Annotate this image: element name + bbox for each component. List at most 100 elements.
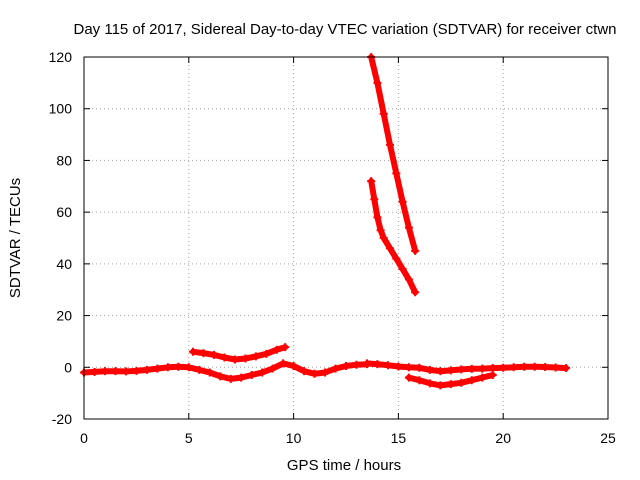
data-point [367, 177, 376, 186]
series-track-a-baseline [80, 359, 371, 383]
x-tick-label: 15 [391, 430, 407, 446]
data-point [386, 140, 395, 149]
x-tick-label: 25 [600, 430, 616, 446]
data-point [509, 363, 518, 372]
data-point [209, 350, 218, 359]
data-point [404, 373, 413, 382]
data-point [153, 364, 162, 373]
data-point [379, 234, 388, 242]
data-point [425, 379, 434, 388]
series-band [81, 360, 370, 382]
data-point [300, 367, 309, 376]
y-tick-label: 40 [56, 256, 72, 272]
data-point [251, 352, 260, 361]
data-point [262, 349, 271, 358]
data-point [279, 359, 288, 368]
data-point [478, 373, 487, 382]
data-point [342, 361, 350, 370]
data-point [379, 109, 388, 118]
x-tick-label: 20 [495, 430, 511, 446]
data-point [478, 364, 487, 373]
data-point [394, 362, 403, 371]
data-point [392, 169, 401, 178]
data-point [199, 349, 208, 358]
data-point [132, 366, 141, 375]
data-point [321, 368, 330, 377]
data-point [425, 365, 434, 374]
data-point [188, 347, 197, 356]
data-point [370, 195, 379, 204]
data-point [467, 364, 476, 373]
series-track-e-after [362, 359, 571, 376]
data-point [310, 369, 319, 378]
y-tick-label: 120 [49, 49, 73, 65]
x-tick-label: 10 [286, 430, 302, 446]
data-point [362, 359, 371, 368]
data-point [100, 367, 109, 376]
data-point [398, 197, 407, 206]
data-point [289, 361, 298, 370]
y-tick-label: 0 [64, 359, 72, 375]
chart-title: Day 115 of 2017, Sidereal Day-to-day VTE… [74, 21, 617, 38]
data-point [195, 365, 204, 374]
data-point [216, 372, 225, 381]
series-band [190, 344, 289, 363]
data-point [281, 343, 290, 352]
data-points [80, 53, 571, 390]
data-point [467, 376, 476, 385]
data-point [551, 363, 560, 372]
data-point [499, 363, 508, 372]
data-point [436, 367, 445, 376]
data-point [241, 354, 250, 363]
data-point [415, 376, 424, 385]
series-band [368, 54, 419, 254]
data-point [386, 244, 395, 253]
data-point [392, 254, 401, 263]
data-point [436, 381, 445, 390]
data-point [404, 275, 413, 284]
data-point [247, 371, 256, 380]
data-point [376, 226, 385, 235]
y-tick-label: 60 [56, 204, 72, 220]
data-point [398, 265, 407, 274]
data-point [220, 353, 229, 362]
data-point [411, 288, 420, 297]
data-point [383, 361, 392, 370]
x-tick-label: 5 [185, 430, 193, 446]
data-point [258, 368, 267, 377]
y-tick-label: 20 [56, 308, 72, 324]
data-point [237, 373, 246, 382]
gridlines [84, 57, 608, 419]
data-point [90, 367, 99, 376]
data-point [373, 360, 382, 369]
data-point [404, 223, 413, 232]
data-point [352, 360, 361, 369]
axis-ticks: 0 5 10 15 20 25 -20 0 20 40 60 80 100 120 [49, 49, 616, 446]
data-point [230, 355, 239, 364]
data-point [205, 368, 214, 377]
data-point [530, 362, 539, 371]
x-axis-title: GPS time / hours [287, 457, 401, 474]
plot-frame [83, 56, 609, 420]
y-tick-label: 100 [49, 101, 73, 117]
data-point [411, 246, 420, 255]
data-point [488, 371, 497, 380]
data-point [111, 367, 120, 376]
data-point [562, 364, 571, 373]
data-point [457, 378, 466, 387]
data-point [457, 365, 466, 374]
data-point [272, 345, 281, 354]
data-point [142, 365, 151, 374]
x-tick-label: 0 [80, 430, 88, 446]
data-point [446, 380, 455, 389]
data-point [415, 363, 424, 372]
data-point [446, 366, 455, 375]
data-point [268, 364, 277, 373]
series-track-c-steep [367, 53, 420, 255]
series-track-f-lower [404, 371, 497, 390]
series-track-b-upper [188, 343, 290, 364]
data-point [174, 362, 183, 371]
data-point [373, 213, 382, 222]
data-point [404, 363, 413, 372]
